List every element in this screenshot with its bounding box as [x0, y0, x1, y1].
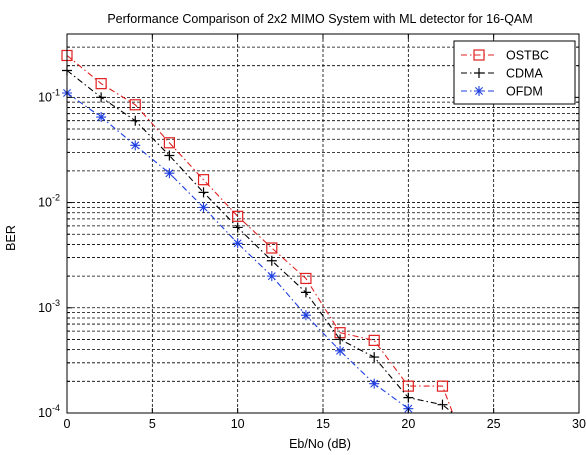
- x-tick-label: 20: [401, 417, 415, 431]
- data-point-ofdm: [164, 168, 175, 179]
- x-tick-label: 0: [64, 417, 71, 431]
- data-point-ostbc: [232, 210, 244, 222]
- y-axis-ticks: 10-4 10-3 10-2 10-1: [38, 33, 579, 420]
- legend-label-ofdm: OFDM: [506, 85, 543, 99]
- data-point-cdma: [437, 399, 448, 410]
- data-point-ostbc: [129, 99, 141, 111]
- data-point-ostbc: [163, 137, 175, 149]
- legend-marker-cdma: [474, 68, 484, 78]
- grid-lines: [67, 34, 579, 413]
- x-tick-label: 5: [149, 417, 156, 431]
- data-point-ofdm: [335, 345, 346, 356]
- data-point-cdma: [266, 255, 277, 266]
- legend-marker-ofdm: [474, 86, 484, 96]
- data-point-ostbc: [266, 242, 278, 254]
- data-point-ostbc: [95, 78, 107, 90]
- data-point-ofdm: [266, 271, 277, 282]
- y-tick-label: 10-1: [38, 87, 60, 104]
- data-point-cdma: [403, 392, 414, 403]
- series-line-ofdm: [66, 92, 409, 410]
- x-tick-label: 15: [316, 417, 330, 431]
- data-point-ostbc: [402, 380, 414, 392]
- data-point-ofdm: [369, 378, 380, 389]
- data-point-ostbc: [300, 272, 312, 285]
- data-point-cdma: [335, 334, 346, 345]
- legend-label-cdma: CDMA: [506, 67, 543, 81]
- y-axis-label: BER: [4, 225, 18, 251]
- y-tick-label: 10-4: [38, 403, 60, 420]
- series-cdma: [62, 65, 454, 414]
- x-tick-label: 30: [572, 417, 586, 431]
- y-tick-label: 10-2: [38, 193, 60, 210]
- series-line-ostbc: [66, 55, 454, 414]
- data-point-ofdm: [300, 310, 311, 321]
- data-point-ofdm: [96, 112, 107, 123]
- x-tick-label: 25: [487, 417, 501, 431]
- x-axis-label: Eb/No (dB): [289, 437, 351, 451]
- data-point-ostbc: [368, 334, 380, 346]
- data-point-ofdm: [130, 140, 141, 151]
- legend-label-ostbc: OSTBC: [506, 49, 549, 63]
- data-point-cdma: [232, 222, 243, 233]
- data-point-ofdm: [232, 238, 243, 249]
- data-point-cdma: [164, 150, 175, 161]
- data-point-cdma: [369, 352, 380, 363]
- legend: OSTBC CDMA OFDM: [453, 40, 576, 105]
- data-point-cdma: [198, 187, 209, 198]
- data-point-cdma: [130, 115, 141, 126]
- data-point-ostbc: [436, 380, 449, 392]
- chart-title: Performance Comparison of 2x2 MIMO Syste…: [107, 12, 532, 26]
- data-point-cdma: [300, 287, 311, 298]
- legend-marker-ostbc: [473, 49, 485, 61]
- data-point-cdma: [96, 92, 107, 103]
- data-point-ostbc: [197, 174, 210, 186]
- x-axis-ticks: 0 5 10 15 20 25 30: [64, 34, 586, 431]
- y-tick-label: 10-3: [38, 298, 60, 315]
- data-point-ofdm: [198, 202, 209, 213]
- x-tick-label: 10: [231, 417, 245, 431]
